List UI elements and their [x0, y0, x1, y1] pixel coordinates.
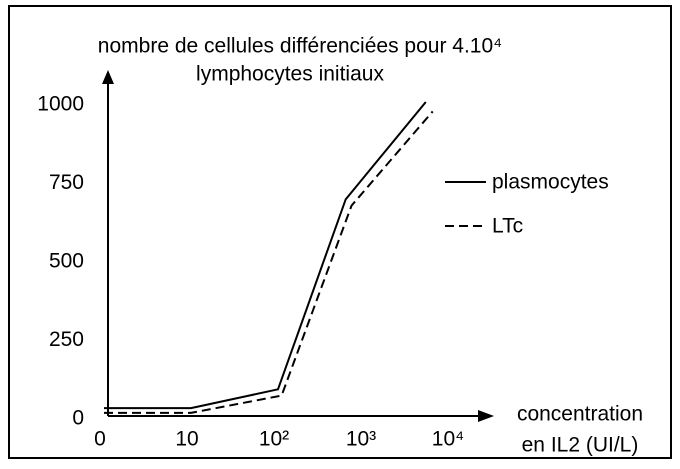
- x-tick-label: 10: [175, 428, 198, 451]
- legend-label: plasmocytes: [492, 171, 609, 194]
- y-tick-label: 500: [49, 250, 84, 273]
- x-axis-label: en IL2 (UI/L): [522, 434, 639, 457]
- line: [104, 101, 427, 410]
- x-tick-label: 0: [94, 428, 106, 451]
- x-axis-arrow: [478, 410, 494, 422]
- y-tick-label: 0: [72, 407, 84, 430]
- y-tick-label: 1000: [37, 93, 84, 116]
- line: [104, 110, 434, 414]
- y-tick-label: 750: [49, 171, 84, 194]
- x-axis-label: concentration: [517, 403, 643, 426]
- frame: [8, 5, 672, 459]
- chart-title: nombre de cellules différenciées pour 4.…: [98, 35, 502, 58]
- x-tick-label: 10⁴: [432, 428, 464, 451]
- chart-title: lymphocytes initiaux: [196, 63, 384, 86]
- y-axis-arrow: [102, 70, 114, 84]
- x-tick-label: 10²: [259, 428, 289, 451]
- x-tick-label: 10³: [346, 428, 376, 451]
- y-tick-label: 250: [49, 328, 84, 351]
- legend-label: LTc: [492, 215, 523, 238]
